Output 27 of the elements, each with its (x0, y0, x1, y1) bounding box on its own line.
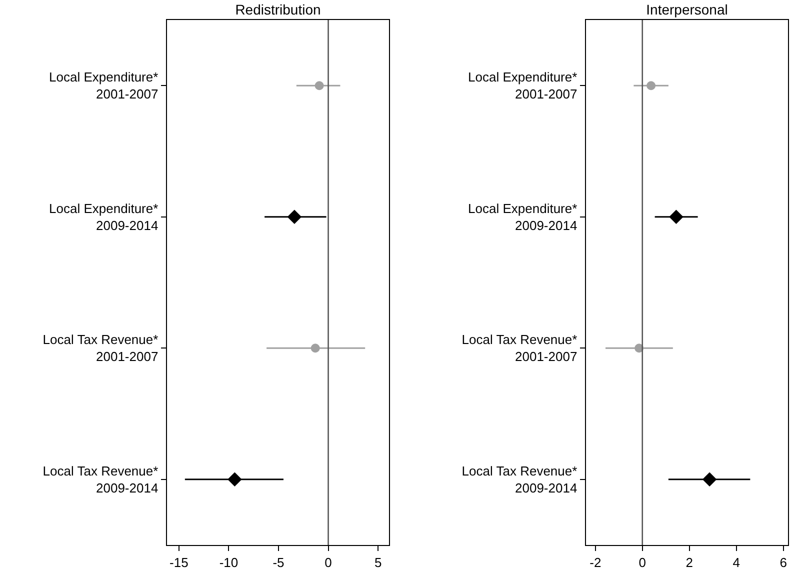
point (669, 210, 684, 224)
x-tick-label: 6 (780, 554, 787, 570)
y-tick-label: Local Tax Revenue* 2009-2014 (462, 463, 578, 496)
x-tick-label: -10 (219, 554, 238, 570)
y-tick-label: Local Expenditure* 2001-2007 (49, 70, 158, 102)
x-tick-label: -5 (272, 554, 284, 570)
point (228, 472, 242, 487)
point (314, 81, 324, 90)
point (287, 210, 302, 224)
y-tick-label: Local Expenditure* 2001-2007 (468, 70, 578, 102)
x-tick-label: 4 (732, 554, 740, 570)
y-tick-label: Local Tax Revenue* 2001-2007 (42, 332, 158, 364)
y-tick-label: Local Tax Revenue* 2001-2007 (462, 332, 578, 364)
x-tick-label: 2 (686, 554, 693, 570)
y-tick-label: Local Expenditure* 2009-2014 (49, 200, 158, 233)
x-tick-label: -15 (170, 554, 188, 570)
point (702, 472, 717, 487)
x-tick-label: 0 (638, 554, 646, 570)
x-tick-label: -2 (590, 554, 602, 570)
chart-title: Interpersonal (646, 1, 728, 18)
x-tick-label: 5 (374, 554, 382, 570)
y-tick-label: Local Expenditure* 2009-2014 (468, 200, 578, 233)
x-tick-label: 0 (324, 554, 332, 570)
chart-title: Redistribution (235, 1, 321, 18)
y-tick-label: Local Tax Revenue* 2009-2014 (42, 463, 158, 496)
point (310, 344, 320, 353)
point (646, 81, 656, 90)
